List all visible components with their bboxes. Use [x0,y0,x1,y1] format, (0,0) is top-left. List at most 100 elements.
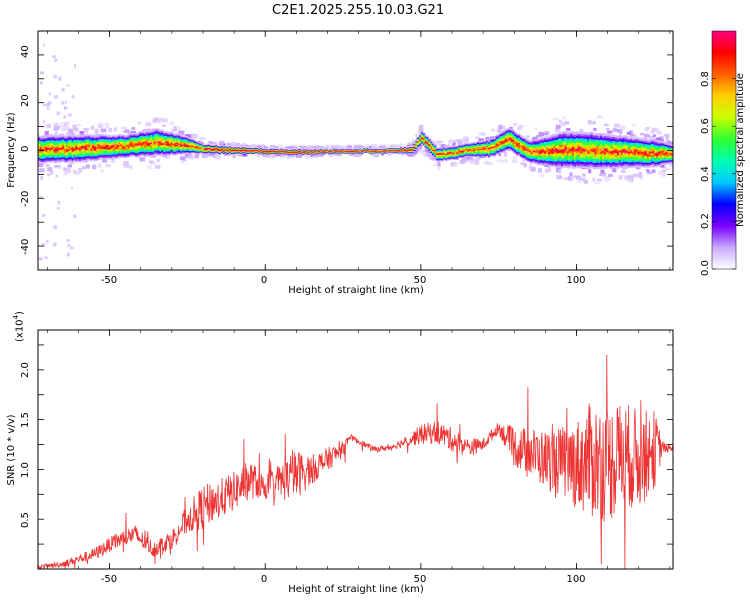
spectrogram-cell [420,136,424,139]
spectrogram-cell [77,158,80,161]
spectrogram-cell [157,145,160,148]
spectrogram-cell [75,141,78,144]
spectrogram-cell [51,158,54,161]
spectrogram-cell [41,158,45,161]
spectrogram-cell [67,164,73,168]
spectrogram-cell [159,154,162,157]
spectrogram-cell [194,141,198,144]
spectrogram-cell [407,146,411,148]
spectrogram-cell [105,147,108,150]
spectrogram-cell [172,145,175,148]
spectrogram-cell [114,136,117,139]
spectrogram-cell [142,141,145,144]
spectrogram-cell [82,158,86,161]
spectrogram-cell [420,132,424,134]
spectrogram-cell [97,134,101,137]
spectrogram-cell [329,148,332,150]
spectrogram-cell [422,137,426,139]
spectrogram-cell [612,129,617,133]
spectrogram-cell [111,158,115,163]
spectrogram-cell [47,149,50,152]
spectrogram-cell [129,137,132,139]
spectrogram-cell [353,151,358,157]
spectrogram-cell [146,136,149,139]
spectrogram-cell [159,129,162,132]
spectrogram-cell [62,134,65,137]
spectrogram-cell [135,137,138,140]
spectrogram-cell [191,149,194,151]
spectrogram-cell [86,143,89,146]
spectrogram-cell [66,151,69,154]
spectrogram-cell [165,141,168,143]
spectrogram-cell [450,163,455,167]
spectrogram-cell [441,154,444,156]
spectrogram-cell [52,153,56,156]
spectrogram-cell [437,161,441,167]
spectrogram-cell [114,147,117,150]
spectrogram-cell [445,148,448,150]
spectrogram-cell [122,145,125,147]
spectrogram-cell [285,146,290,150]
spectrogram-cell [170,142,173,144]
spectrogram-cell [58,147,61,151]
spectrogram-cell [47,101,52,105]
spectrogram-cell [80,136,84,139]
spectrogram-cell [101,150,104,153]
spectrogram-cell [52,160,56,163]
spectrogram-cell [125,153,129,156]
spectrogram-cell [450,153,454,156]
spectrogram-cell [80,139,84,142]
spectrogram-cell [187,151,190,153]
spectrogram-cell [219,145,222,147]
spectrogram-cell [47,144,50,147]
spectrogram-cell [100,168,105,173]
spectrogram-cell [45,140,48,143]
spectrogram-cell [447,148,450,150]
spectrogram-cell [424,140,427,142]
spectrogram-cell [138,153,142,156]
spectrogram-cell [114,148,117,151]
spectrogram-cell [125,156,129,158]
spectrogram-cell [443,146,446,149]
spectrogram-cell [107,146,110,149]
spectrogram-cell [432,142,435,144]
spectrogram-cell [54,137,58,140]
spectrogram-cell [185,141,188,143]
spectrogram-cell [84,135,88,138]
spectrogram-cell [452,153,455,156]
spectrogram-cell [58,149,61,152]
spectrogram-cell [41,155,45,158]
spectrogram-cell [422,133,426,136]
spectrogram-cell [325,144,330,148]
spectrogram-cell [49,148,52,151]
spectrogram-cell [86,148,89,151]
spectrogram-cell [51,142,54,145]
spectrogram-cell [196,144,200,147]
spectrogram-cell [163,139,166,142]
spectrogram-cell [181,144,185,146]
spectrogram-cell [73,135,76,139]
spectrogram-cell [150,134,153,137]
spectrogram-cell [192,133,199,139]
spectrogram-cell [133,142,136,145]
spectrogram-cell [45,157,48,160]
spectrogram-cell [163,136,166,139]
spectrogram-cell [79,141,82,144]
spectrogram-cell [58,138,61,141]
spectrogram-cell [176,150,179,153]
spectrogram-cell [103,148,106,151]
spectrogram-cell [71,135,74,138]
spectrogram-cell [73,158,76,161]
spectrogram-cell [129,133,132,135]
spectrogram-cell [94,142,97,145]
spectrogram-cell [166,138,170,141]
spectrogram-cell [66,84,70,87]
spectrogram-cell [419,139,422,141]
spectrogram-cell [626,131,631,135]
spectrogram-cell [52,158,56,161]
spectrogram-cell [80,148,84,151]
spectrogram-cell [131,136,134,139]
spectrogram-cell [400,145,403,148]
spectrogram-cell [161,141,164,144]
spectrogram-cell [439,150,442,152]
